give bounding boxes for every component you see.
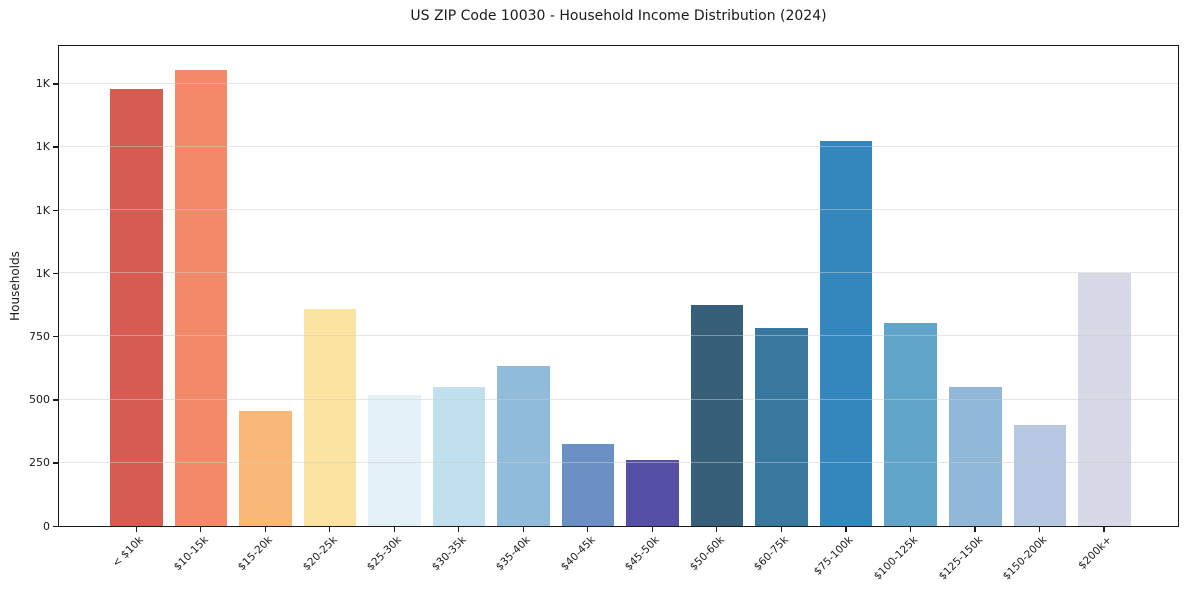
plot-area	[58, 45, 1179, 527]
gridline	[59, 398, 1178, 400]
y-tick-mark	[53, 83, 58, 85]
y-tick-label: 1K	[35, 203, 50, 217]
x-tick-label-text: $15-20k	[235, 534, 276, 574]
x-tick-mark	[458, 527, 460, 532]
x-tick-label-text: $200k+	[1075, 534, 1114, 572]
x-tick-label-text: $20-25k	[300, 534, 340, 574]
x-tick-label-text: $10-15k	[171, 534, 211, 574]
gridline	[59, 145, 1178, 147]
y-tick-label: 750	[29, 330, 50, 344]
bar-$125-150k	[949, 386, 1002, 526]
x-tick-mark	[1103, 527, 1105, 532]
x-tick-label-text: $60-75k	[752, 534, 792, 574]
y-tick-mark	[53, 146, 58, 148]
bar-$25-30k	[368, 394, 421, 526]
gridline	[59, 461, 1178, 463]
x-tick-mark	[716, 527, 718, 532]
x-tick-mark	[1038, 527, 1041, 532]
y-tick-mark	[53, 525, 58, 527]
bar-$35-40k	[497, 365, 550, 526]
gridline	[59, 209, 1178, 211]
bar-$40-45k	[561, 443, 615, 526]
x-tick-mark	[393, 527, 395, 532]
x-tick-mark	[200, 527, 202, 532]
bar-$150-200k	[1013, 424, 1067, 526]
bar-$50-60k	[690, 304, 744, 526]
x-tick-label-text: $25-30k	[364, 534, 405, 574]
x-tick-label-text: $100-125k	[871, 534, 921, 583]
x-tick-mark	[264, 527, 266, 532]
y-tick-label: 0	[43, 519, 50, 533]
gridline	[59, 82, 1178, 84]
y-tick-mark	[53, 399, 58, 401]
x-tick-mark	[909, 527, 912, 532]
x-tick-label-text: < $10k	[110, 534, 146, 570]
chart-title: US ZIP Code 10030 - Household Income Dis…	[410, 8, 827, 24]
x-tick-label-text: $75-100k	[811, 534, 856, 578]
bar-$15-20k	[239, 411, 292, 526]
x-tick-label-text: $30-35k	[429, 534, 469, 574]
x-tick-mark	[651, 527, 653, 532]
x-tick-label-text: $35-40k	[494, 534, 534, 574]
x-tick-mark	[845, 527, 847, 532]
x-tick-mark	[329, 527, 331, 532]
x-tick-mark	[780, 527, 782, 532]
bar-$20-25k	[303, 308, 357, 526]
y-axis-label: Households	[8, 251, 22, 321]
y-tick-label: 1K	[35, 266, 50, 280]
y-tick-label: 1K	[35, 77, 50, 91]
bar-$30-35k	[432, 386, 486, 526]
y-tick-mark	[53, 336, 58, 338]
x-tick-label-text: $150-200k	[1000, 534, 1050, 583]
bar-< $10k	[110, 88, 163, 526]
gridline	[59, 335, 1178, 337]
y-tick-label: 1K	[35, 140, 50, 154]
bar-$45-50k	[626, 460, 679, 526]
bar-$60-75k	[755, 327, 808, 526]
y-tick-mark	[53, 209, 58, 211]
y-tick-label: 250	[29, 456, 50, 470]
x-tick-mark	[587, 527, 589, 532]
x-tick-mark	[522, 527, 524, 532]
x-tick-mark	[974, 527, 976, 532]
x-tick-label-text: $50-60k	[687, 534, 727, 574]
bar-$100-125k	[884, 322, 937, 526]
gridline	[59, 272, 1178, 274]
y-tick-mark	[53, 462, 58, 464]
x-tick-mark	[135, 527, 137, 532]
bar-$75-100k	[819, 140, 873, 526]
bar-$10-15k	[174, 69, 228, 526]
x-tick-label-text: $40-45k	[558, 534, 598, 574]
y-tick-mark	[53, 272, 58, 275]
y-tick-label: 500	[29, 393, 50, 407]
x-tick-label-text: $45-50k	[623, 534, 663, 574]
x-tick-label-text: $125-150k	[936, 534, 985, 583]
